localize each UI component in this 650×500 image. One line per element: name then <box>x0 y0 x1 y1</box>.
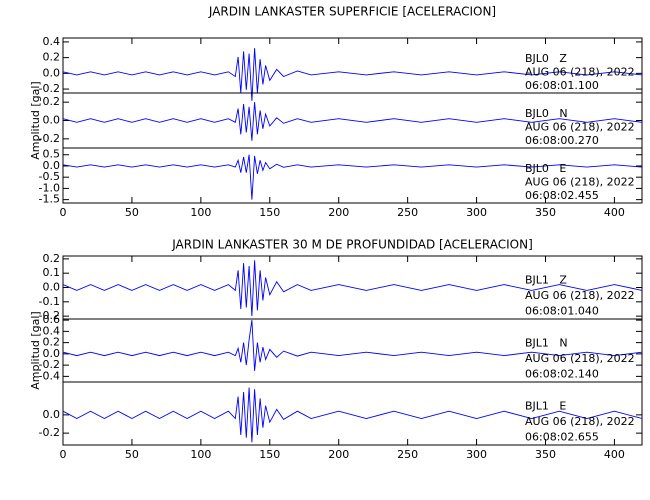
y-tick-label: 0.0 <box>43 66 61 79</box>
station-label: BJL0 E <box>525 162 566 175</box>
waveform <box>62 320 643 371</box>
y-tick-label: 0.2 <box>43 252 61 265</box>
waveform <box>62 260 643 317</box>
y-tick-label: 0.6 <box>43 313 61 326</box>
station-label: BJL1 E <box>525 399 566 412</box>
x-tick-label: 350 <box>535 448 556 461</box>
y-tick-label: 0.2 <box>43 95 61 108</box>
x-tick-label: 100 <box>190 448 211 461</box>
time-label: 06:08:00.270 <box>525 134 599 147</box>
y-tick-label: 0.0 <box>43 159 61 172</box>
y-tick-label: -0.2 <box>39 309 60 322</box>
x-tick-label: 100 <box>190 206 211 219</box>
x-tick-label: 300 <box>466 448 487 461</box>
y-tick-label: 0.0 <box>43 114 61 127</box>
y-tick-label: -0.5 <box>39 170 60 183</box>
station-label: BJL1 Z <box>525 273 567 286</box>
time-label: 06:08:01.100 <box>525 79 599 92</box>
x-tick-label: 150 <box>259 206 280 219</box>
panel-frame <box>62 147 643 204</box>
y-tick-label: -0.2 <box>39 82 60 95</box>
y-tick-label: 0.4 <box>43 324 61 337</box>
time-label: 06:08:01.040 <box>525 304 599 317</box>
x-tick-label: 350 <box>535 206 556 219</box>
y-tick-label: 0.0 <box>43 281 61 294</box>
y-tick-label: 0.2 <box>43 336 61 349</box>
date-label: AUG 06 (218), 2022 <box>525 121 635 134</box>
y-tick-label: -0.2 <box>39 132 60 145</box>
y-tick-label: -0.2 <box>39 358 60 371</box>
y-tick-label: 0.2 <box>43 51 61 64</box>
panel-frame <box>62 381 643 446</box>
x-tick-label: 400 <box>604 448 625 461</box>
date-label: AUG 06 (218), 2022 <box>525 66 635 79</box>
date-label: AUG 06 (218), 2022 <box>525 176 635 189</box>
date-label: AUG 06 (218), 2022 <box>525 289 635 302</box>
x-tick-label: 0 <box>60 206 67 219</box>
waveform <box>62 154 643 200</box>
y-axis-label: Amplitud [gal] <box>29 311 42 389</box>
y-tick-label: 0.0 <box>43 347 61 360</box>
x-tick-label: 50 <box>125 206 139 219</box>
station-label: BJL0 Z <box>525 52 567 65</box>
x-tick-label: 50 <box>125 448 139 461</box>
station-label: BJL0 N <box>525 107 568 120</box>
x-tick-label: 250 <box>397 206 418 219</box>
x-tick-label: 300 <box>466 206 487 219</box>
y-tick-label: -0.1 <box>39 295 60 308</box>
y-tick-label: 0.1 <box>43 266 61 279</box>
time-label: 06:08:02.140 <box>525 367 599 380</box>
x-tick-label: 200 <box>328 206 349 219</box>
x-tick-label: 150 <box>259 448 280 461</box>
x-tick-label: 200 <box>328 448 349 461</box>
waveform <box>62 102 643 141</box>
y-tick-label: -0.2 <box>39 426 60 439</box>
station-label: BJL1 N <box>525 336 568 349</box>
y-tick-label: 0.0 <box>43 408 61 421</box>
time-label: 06:08:02.655 <box>525 430 599 443</box>
x-tick-label: 0 <box>60 448 67 461</box>
waveform <box>62 48 643 101</box>
x-tick-label: 400 <box>604 206 625 219</box>
waveform <box>62 387 643 443</box>
y-tick-label: -1.0 <box>39 181 60 194</box>
date-label: AUG 06 (218), 2022 <box>525 352 635 365</box>
chart-title: JARDIN LANKASTER 30 M DE PROFUNDIDAD [AC… <box>171 238 533 252</box>
y-tick-label: 0.5 <box>43 148 61 161</box>
time-label: 06:08:02.455 <box>525 189 599 202</box>
y-tick-label: -0.4 <box>39 369 60 382</box>
chart-title: JARDIN LANKASTER SUPERFICIE [ACELERACION… <box>208 5 496 19</box>
date-label: AUG 06 (218), 2022 <box>525 415 635 428</box>
y-tick-label: 0.4 <box>43 35 61 48</box>
y-axis-label: Amplitud [gal] <box>29 81 42 159</box>
x-tick-label: 250 <box>397 448 418 461</box>
y-tick-label: -1.5 <box>39 193 60 206</box>
